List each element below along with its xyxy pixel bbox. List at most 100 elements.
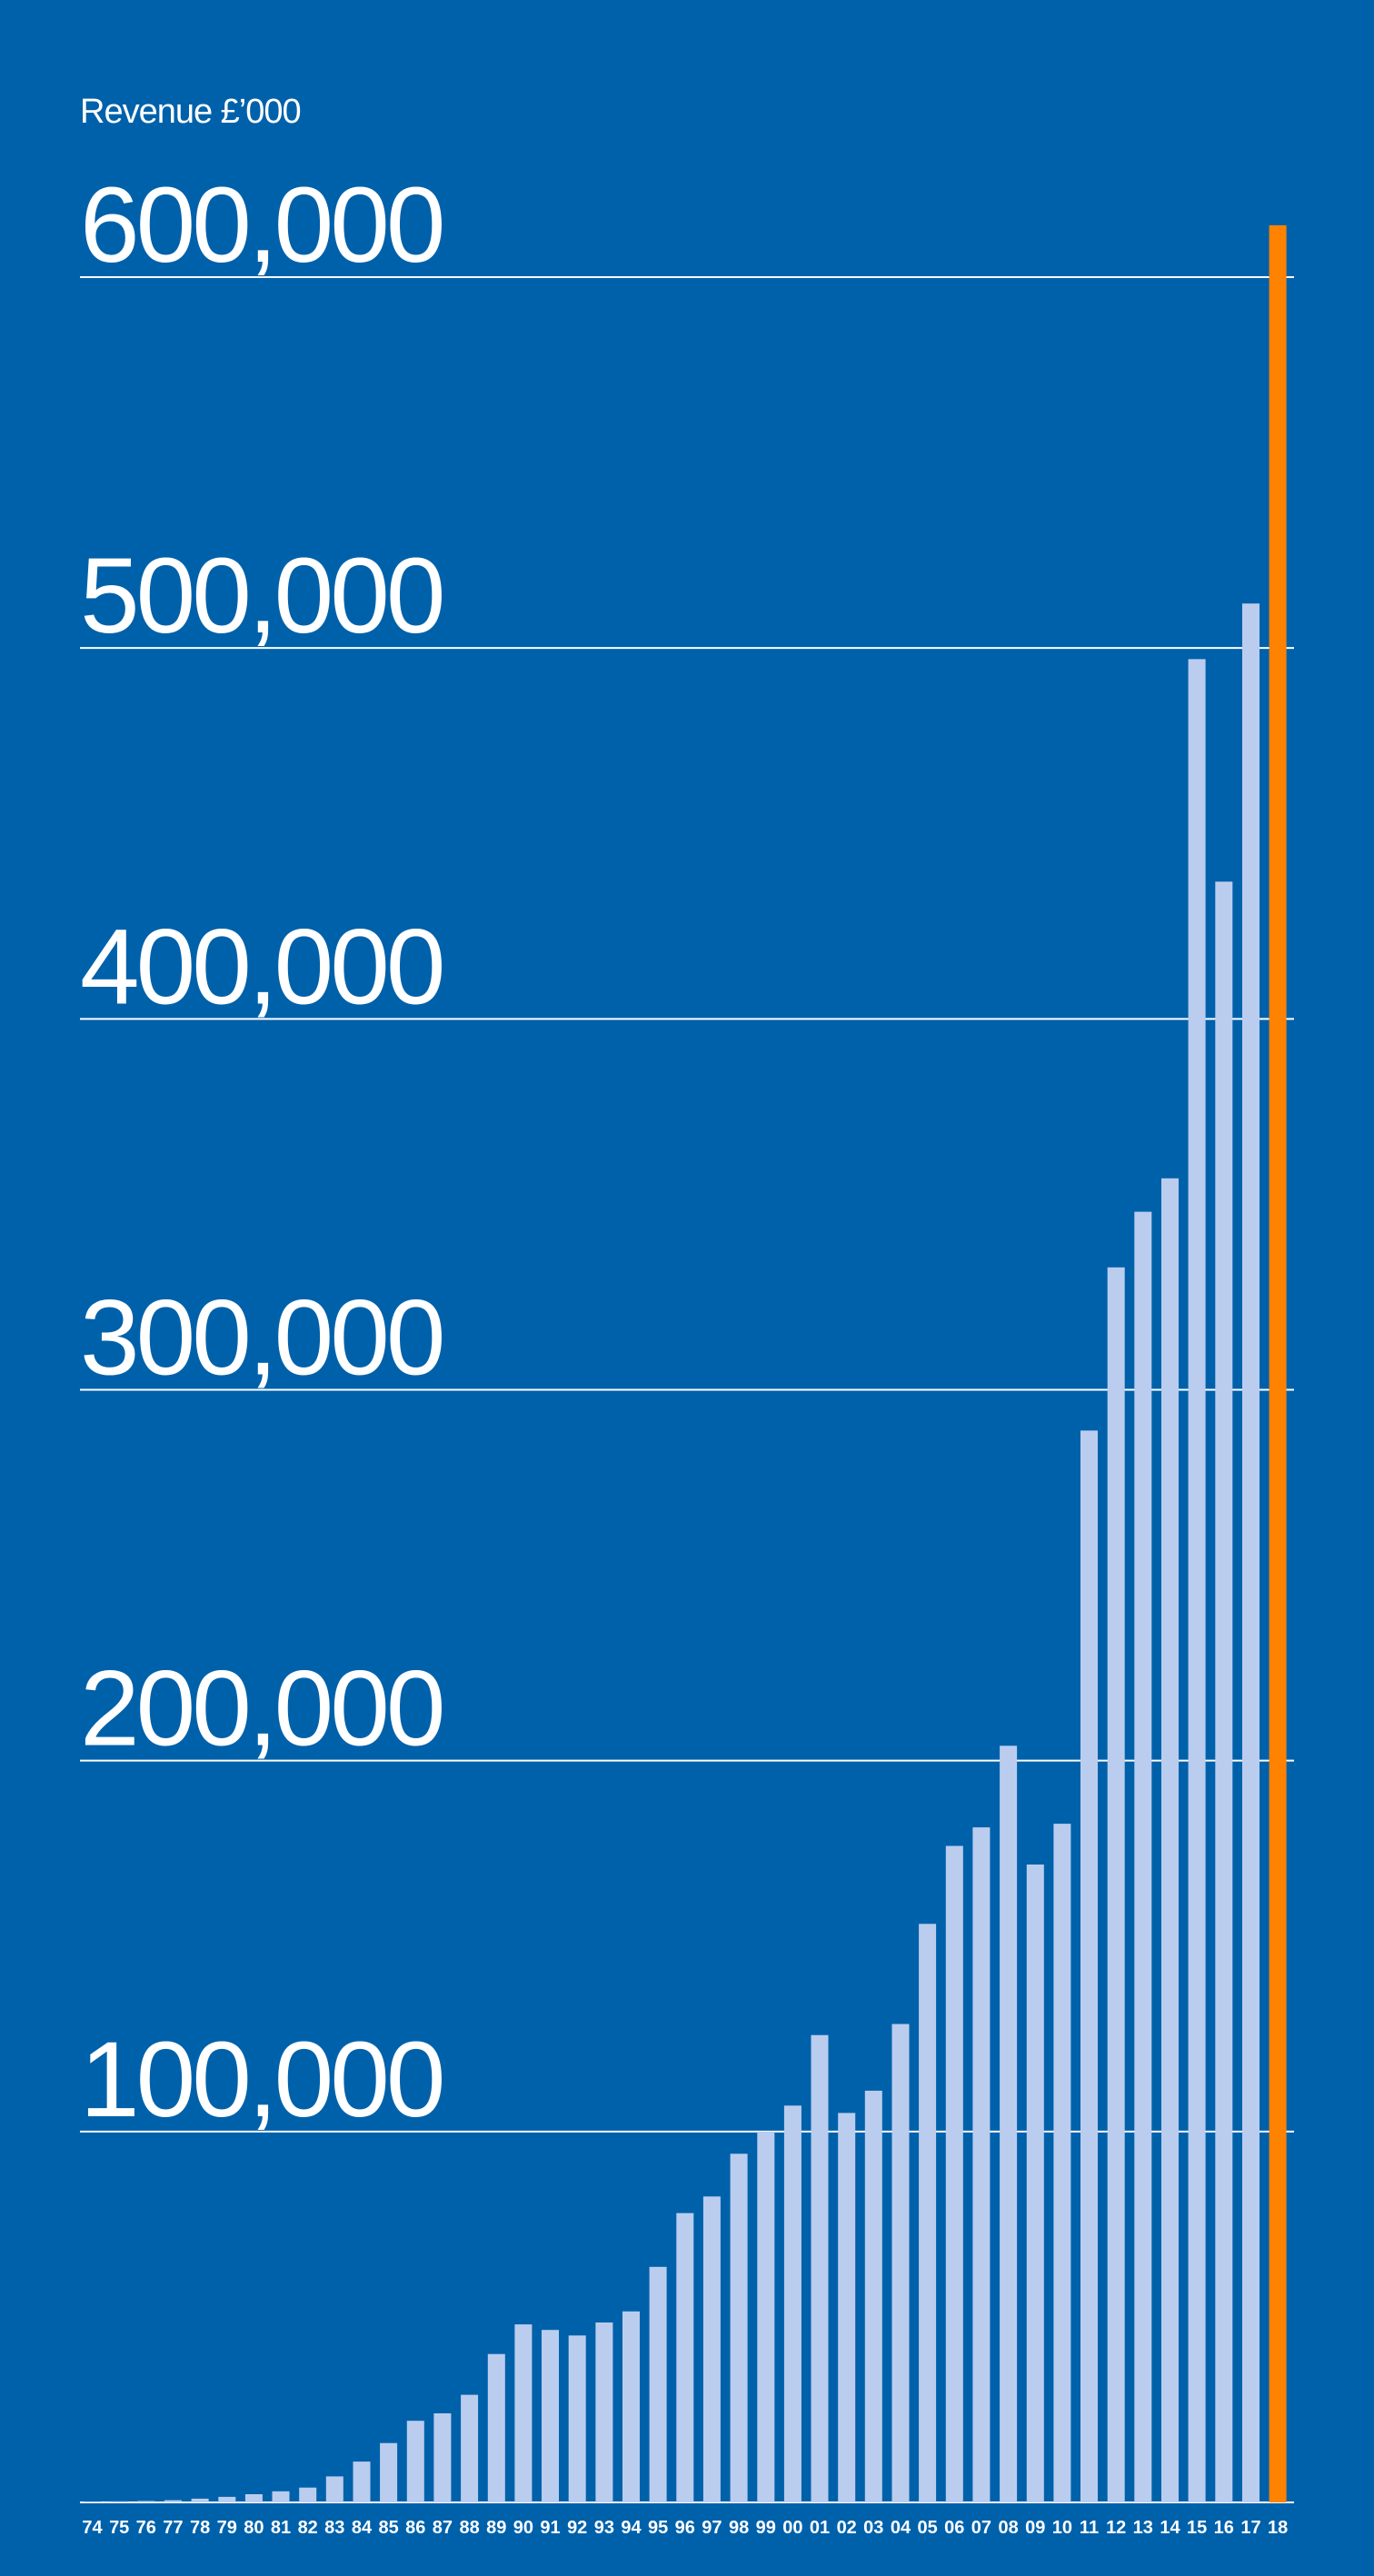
x-tick-label: 85	[378, 2518, 398, 2538]
bar	[1242, 603, 1260, 2503]
x-tick-label: 09	[1025, 2518, 1045, 2538]
bar	[461, 2394, 479, 2502]
x-tick-label: 13	[1133, 2518, 1153, 2538]
bar	[1107, 1267, 1125, 2502]
x-tick-label: 80	[244, 2518, 264, 2538]
x-tick-label: 78	[190, 2518, 210, 2538]
bar	[218, 2496, 236, 2502]
x-tick-label: 87	[433, 2518, 453, 2538]
x-tick-labels: 74 75 76 77 78 79 80 81 82 83 84 85 86 87 88 89 90 91 92 93…	[82, 2518, 1288, 2538]
y-tick-label: 100,000	[80, 2020, 443, 2140]
x-tick-label: 81	[271, 2518, 291, 2538]
x-tick-label: 10	[1052, 2518, 1072, 2538]
x-tick-label: 96	[675, 2518, 695, 2538]
x-tick-label: 75	[109, 2518, 129, 2538]
bar	[1188, 659, 1206, 2502]
bar	[702, 2196, 721, 2502]
x-tick-label: 84	[352, 2518, 373, 2538]
bar	[353, 2462, 371, 2502]
bar	[514, 2324, 533, 2502]
x-tick-label: 88	[459, 2518, 479, 2538]
x-tick-label: 18	[1268, 2518, 1288, 2538]
x-tick-label: 76	[136, 2518, 156, 2538]
x-tick-label: 98	[729, 2518, 749, 2538]
bar	[649, 2266, 667, 2502]
bar	[919, 1924, 937, 2502]
y-tick-label: 600,000	[80, 165, 443, 285]
bar	[272, 2491, 290, 2502]
x-tick-label: 07	[971, 2518, 991, 2538]
bar	[1134, 1211, 1152, 2502]
bar	[595, 2322, 613, 2502]
x-tick-label: 12	[1106, 2518, 1126, 2538]
bar	[1161, 1178, 1179, 2502]
x-tick-label: 95	[648, 2518, 668, 2538]
x-tick-label: 74	[82, 2518, 103, 2538]
bar	[110, 2501, 128, 2502]
x-tick-label: 08	[998, 2518, 1018, 2538]
bar	[406, 2421, 424, 2502]
bar	[325, 2476, 344, 2502]
bar	[730, 2153, 748, 2502]
x-tick-label: 00	[782, 2518, 802, 2538]
bar	[864, 2090, 882, 2502]
bar	[676, 2213, 694, 2502]
bar	[164, 2500, 182, 2502]
y-tick-labels: 100,000 200,000 300,000 400,000 500,000 600,0…	[80, 165, 446, 2140]
x-tick-label: 93	[594, 2518, 614, 2538]
x-tick-label: 83	[324, 2518, 344, 2538]
x-tick-label: 79	[217, 2518, 237, 2538]
x-tick-label: 04	[891, 2518, 911, 2538]
x-tick-label: 11	[1080, 2518, 1099, 2538]
y-axis-unit-label: Revenue £’000	[80, 93, 302, 131]
bar	[84, 2501, 101, 2503]
bar	[244, 2494, 263, 2502]
bar	[1215, 881, 1233, 2502]
bar	[972, 1827, 991, 2502]
bar	[137, 2501, 155, 2502]
bar	[487, 2353, 505, 2502]
x-tick-label: 91	[540, 2518, 560, 2538]
x-tick-label: 14	[1160, 2518, 1180, 2538]
x-tick-label: 02	[837, 2518, 857, 2538]
y-tick-label: 300,000	[80, 1278, 443, 1398]
x-tick-label: 82	[298, 2518, 318, 2538]
bar	[1026, 1865, 1044, 2502]
bar	[433, 2413, 452, 2502]
y-tick-label: 500,000	[80, 536, 443, 656]
bar	[191, 2498, 209, 2502]
bar	[1053, 1824, 1071, 2502]
bar	[299, 2487, 317, 2502]
bar	[380, 2442, 398, 2502]
x-tick-label: 97	[702, 2518, 722, 2538]
bar	[757, 2131, 775, 2502]
bar	[1080, 1430, 1098, 2502]
bar	[542, 2330, 559, 2502]
y-tick-label: 400,000	[80, 907, 443, 1027]
x-tick-label: 16	[1214, 2518, 1234, 2538]
x-tick-label: 15	[1187, 2518, 1207, 2538]
x-tick-label: 94	[621, 2518, 642, 2538]
x-tick-label: 01	[810, 2518, 830, 2538]
bar	[1000, 1746, 1018, 2502]
x-tick-label: 86	[405, 2518, 425, 2538]
bar	[945, 1845, 963, 2502]
x-tick-label: 92	[567, 2518, 587, 2538]
bar	[622, 2311, 640, 2502]
bar-highlight	[1269, 224, 1287, 2503]
bar	[811, 2034, 829, 2502]
y-tick-label: 200,000	[80, 1649, 443, 1769]
x-tick-label: 99	[756, 2518, 776, 2538]
bar	[891, 2024, 910, 2502]
x-tick-label: 77	[163, 2518, 183, 2538]
x-tick-label: 05	[917, 2518, 937, 2538]
x-tick-label: 17	[1240, 2518, 1260, 2538]
bar	[568, 2335, 586, 2502]
bar	[783, 2105, 802, 2502]
x-tick-label: 89	[486, 2518, 506, 2538]
bar	[838, 2113, 856, 2502]
x-tick-label: 06	[944, 2518, 964, 2538]
x-tick-label: 90	[513, 2518, 533, 2538]
